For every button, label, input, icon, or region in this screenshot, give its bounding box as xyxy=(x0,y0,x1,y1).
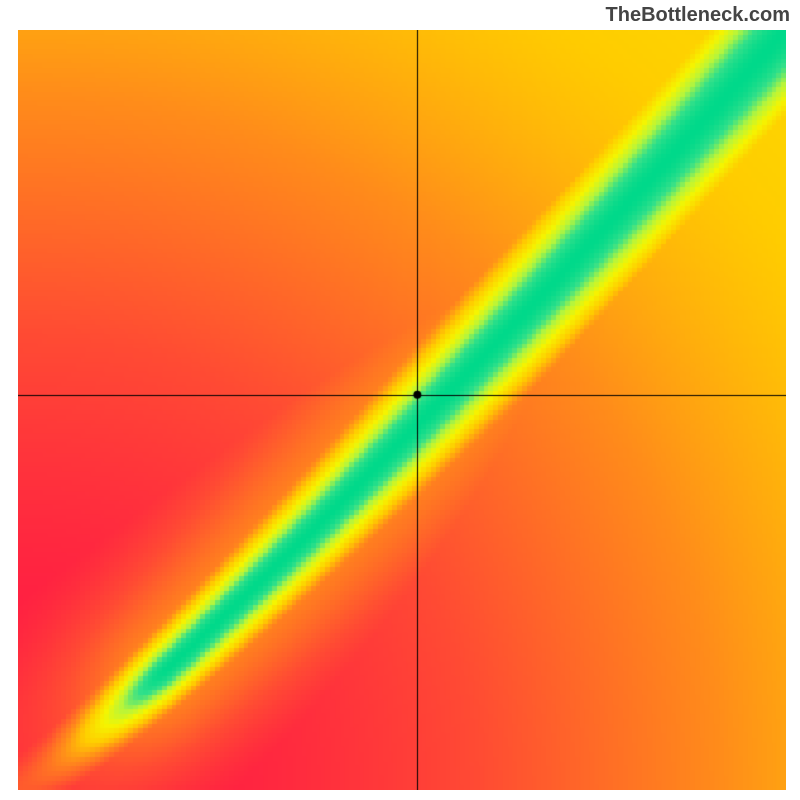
root: TheBottleneck.com xyxy=(0,0,800,800)
watermark-text: TheBottleneck.com xyxy=(606,4,790,27)
bottleneck-heatmap xyxy=(18,30,786,790)
